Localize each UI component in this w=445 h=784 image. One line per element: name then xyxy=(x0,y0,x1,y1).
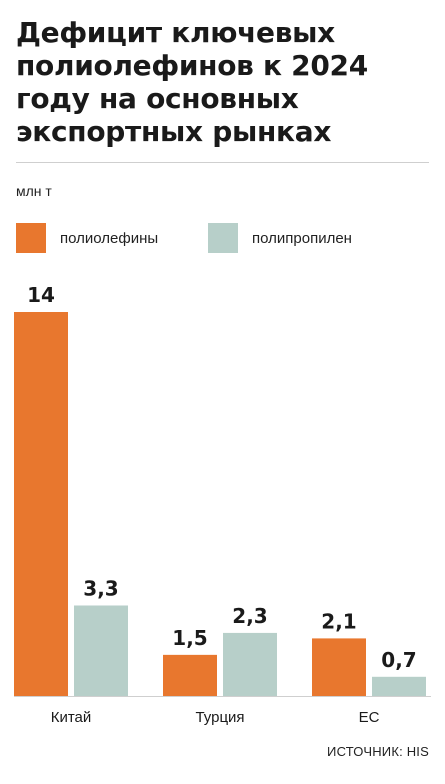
unit-label: млн т xyxy=(16,183,52,199)
data-label-eu-polypropylene: 0,7 xyxy=(381,648,416,672)
legend-label-polypropylene: полипропилен xyxy=(252,229,352,247)
legend-swatch-polypropylene xyxy=(208,223,238,253)
bar-turkey-polypropylene xyxy=(223,632,277,696)
source-note: ИСТОЧНИК: HIS xyxy=(327,744,429,759)
data-label-china-polypropylene: 3,3 xyxy=(83,576,118,600)
title-divider xyxy=(16,162,429,163)
data-label-turkey-polyolefins: 1,5 xyxy=(172,626,207,650)
bar-eu-polypropylene xyxy=(372,676,426,696)
category-label-turkey: Турция xyxy=(195,709,244,726)
legend-item-polypropylene: полипропилен xyxy=(208,222,352,254)
legend-label-polyolefins: полиолефины xyxy=(60,229,159,247)
category-label-china: Китай xyxy=(51,709,92,726)
data-label-eu-polyolefins: 2,1 xyxy=(321,609,356,633)
chart-title: Дефицит ключевых полиолефинов к 2024 год… xyxy=(16,16,368,148)
data-label-china-polyolefins: 14 xyxy=(27,283,55,307)
data-label-turkey-polypropylene: 2,3 xyxy=(232,604,267,628)
bar-eu-polyolefins xyxy=(312,638,366,696)
category-label-eu: ЕС xyxy=(359,709,380,726)
bar-turkey-polyolefins xyxy=(163,654,217,696)
bar-china-polypropylene xyxy=(74,605,128,696)
legend-swatch-polyolefins xyxy=(16,223,46,253)
bar-china-polyolefins xyxy=(14,312,68,696)
legend-item-polyolefins: полиолефины xyxy=(16,222,158,254)
